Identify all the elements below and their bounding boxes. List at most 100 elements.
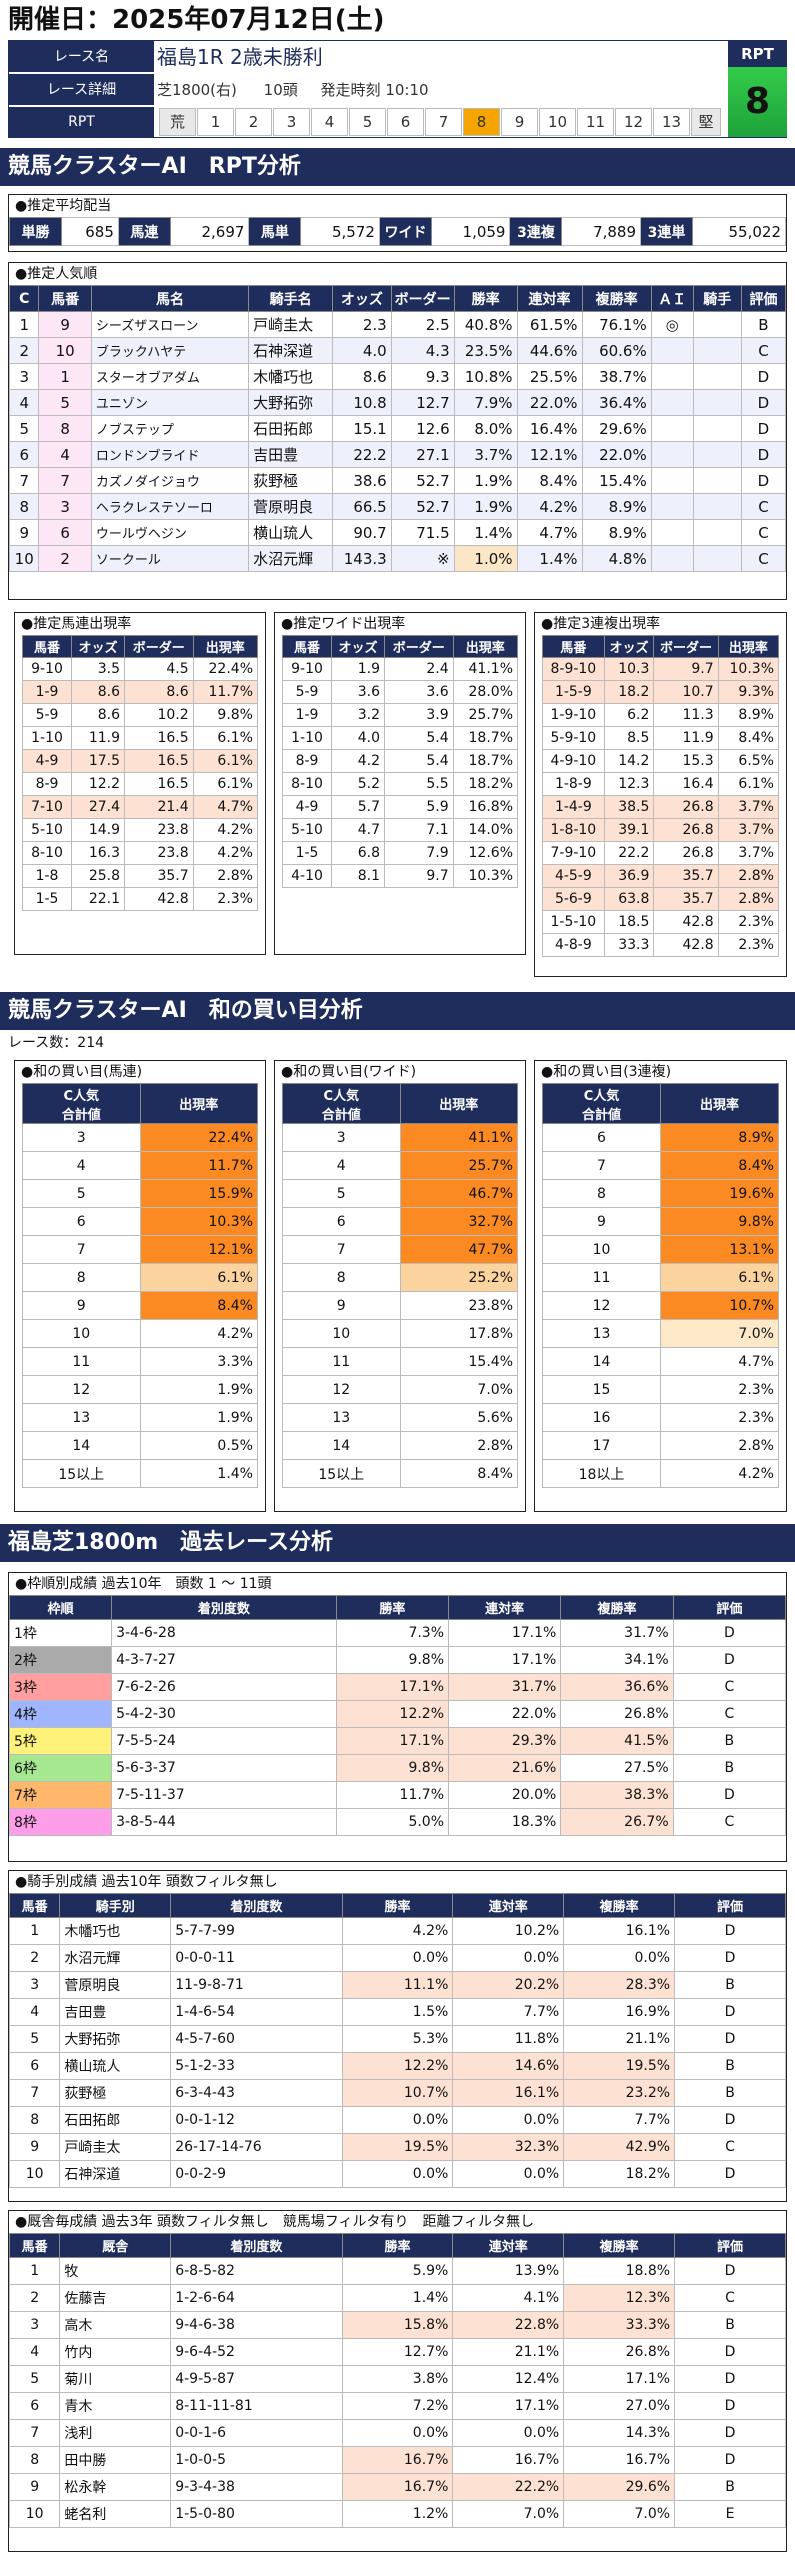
stable-cell: 松永幹 xyxy=(59,2473,172,2501)
jockey-row: 7 荻野極 6-3-4-43 10.7% 16.1% 23.2% B xyxy=(8,2079,786,2107)
jockey-cell: 0-0-1-12 xyxy=(170,2106,343,2134)
popularity-cell-name: ウールヴヘジン xyxy=(90,519,250,546)
jockey-cell: 19.5% xyxy=(341,2133,454,2161)
jockey-cell: B xyxy=(674,2079,786,2107)
wa_umaren-row: 6 10.3% xyxy=(22,1207,258,1236)
waku-header: 評価 xyxy=(672,1595,787,1620)
jockey-cell: 1.5% xyxy=(341,1998,454,2026)
waku-cell: 22.0% xyxy=(448,1700,562,1728)
wa_sanren-row: 15 2.3% xyxy=(542,1375,779,1404)
jockey-cell: 6 xyxy=(8,2052,61,2080)
popularity-cell-odds: 66.5 xyxy=(332,493,392,520)
popularity-cell-ren: 22.0% xyxy=(516,389,583,416)
wide-row: 1-9 3.2 3.9 25.7% xyxy=(281,703,519,727)
rpt-scale-cell: 2 xyxy=(235,108,272,136)
jockey-cell: D xyxy=(674,2160,786,2188)
wide-row: 8-9 4.2 5.4 18.7% xyxy=(281,749,519,773)
wide-row: 4-10 8.1 9.7 10.3% xyxy=(281,864,519,888)
popularity-cell-c: 1 xyxy=(8,311,40,338)
jockey-row: 2 水沼元輝 0-0-0-11 0.0% 0.0% 0.0% D xyxy=(8,1944,786,1972)
wa_wide-rate: 47.7% xyxy=(399,1235,518,1264)
race-detail: 芝1800(右) 10頭 発走時刻 10:10 xyxy=(157,74,429,106)
wa_umaren-sum: 4 xyxy=(22,1151,141,1180)
wa_umaren-sum: 6 xyxy=(22,1207,141,1236)
wide-cell: 9.7 xyxy=(384,864,454,888)
wa_sanren-rate: 2.3% xyxy=(660,1403,779,1432)
wa_wide-row: 6 32.7% xyxy=(282,1207,518,1236)
popularity-cell-num: 1 xyxy=(38,363,92,390)
wa_umaren-header-line2: 合計値 xyxy=(61,1107,101,1123)
waku-header: 複勝率 xyxy=(560,1595,674,1620)
wide-cell: 1-9 xyxy=(281,703,333,727)
popularity-cell-fuku: 8.9% xyxy=(581,493,652,520)
jockey-cell: 7.7% xyxy=(563,2106,676,2134)
wide-cell: 8.1 xyxy=(331,864,386,888)
jockey-cell: 1 xyxy=(8,1917,61,1945)
wa_sanren-sum: 11 xyxy=(542,1263,661,1292)
wide-row: 5-10 4.7 7.1 14.0% xyxy=(281,818,519,842)
stable-cell: 9-6-4-52 xyxy=(170,2338,343,2366)
popularity-cell-win: 10.8% xyxy=(453,363,518,390)
popularity-cell-kishu xyxy=(692,389,742,416)
sanren-cell: 4-9-10 xyxy=(542,749,605,773)
wa_wide-rate: 15.4% xyxy=(399,1347,518,1376)
popularity-cell-num: 9 xyxy=(38,311,92,338)
popularity-cell-fuku: 22.0% xyxy=(581,441,652,468)
popularity-row: 3 1 スターオブアダム 木幡巧也 8.6 9.3 10.8% 25.5% 38.7% D xyxy=(8,363,787,390)
sanren-cell: 8.5 xyxy=(603,726,655,750)
popularity-cell-jockey: 水沼元輝 xyxy=(248,545,334,572)
umaren-cell: 14.9 xyxy=(71,818,126,842)
jockey-cell: 18.2% xyxy=(563,2160,676,2188)
popularity-cell-name: ソークール xyxy=(90,545,250,572)
payout-label: 単勝 xyxy=(9,217,62,246)
sanren-cell: 39.1 xyxy=(603,818,655,842)
popularity-cell-eval: D xyxy=(740,363,787,390)
popularity-cell-win: 40.8% xyxy=(453,311,518,338)
race-start-time: 発走時刻 10:10 xyxy=(320,81,429,99)
stable-cell: 15.8% xyxy=(341,2311,454,2339)
popularity-cell-c: 10 xyxy=(8,545,40,572)
payout-value: 55,022 xyxy=(692,217,786,246)
stable-cell: 12.3% xyxy=(563,2284,676,2312)
stable-cell: 牧 xyxy=(59,2257,172,2285)
stable-row: 4 竹内 9-6-4-52 12.7% 21.1% 26.8% D xyxy=(8,2338,786,2366)
sanren-cell: 9.3% xyxy=(717,680,780,704)
race-count: レース数：214 xyxy=(8,1035,105,1051)
sanren-cell: 6.1% xyxy=(717,772,780,796)
wa_sanren-rate: 8.4% xyxy=(660,1151,779,1180)
stable-cell: 0.0% xyxy=(341,2419,454,2447)
popularity-cell-ren: 1.4% xyxy=(516,545,583,572)
popularity-cell-kishu xyxy=(692,545,742,572)
stable-cell: 17.1% xyxy=(563,2365,676,2393)
wa_wide-rate: 41.1% xyxy=(399,1123,518,1152)
umaren-header: ボーダー xyxy=(124,635,194,658)
payout-value: 2,697 xyxy=(169,217,250,246)
sanren-cell: 2.8% xyxy=(717,864,780,888)
umaren-row: 5-10 14.9 23.8 4.2% xyxy=(21,818,259,842)
popularity-cell-eval: B xyxy=(740,311,787,338)
stable-row: 9 松永幹 9-3-4-38 16.7% 22.2% 29.6% B xyxy=(8,2473,786,2501)
wide-cell: 18.7% xyxy=(452,749,519,773)
wa_umaren-row: 3 22.4% xyxy=(22,1123,258,1152)
stable-header: 勝率 xyxy=(341,2233,454,2258)
waku-cell: 7-5-11-37 xyxy=(111,1781,337,1809)
waku-cell: 8枠 xyxy=(8,1808,113,1836)
wide-cell: 3.6 xyxy=(331,680,386,704)
jockey-cell: 20.2% xyxy=(452,1971,565,1999)
wa_wide-sum: 13 xyxy=(282,1403,401,1432)
wide-cell: 8-9 xyxy=(281,749,333,773)
wa_umaren-rate: 10.3% xyxy=(139,1207,258,1236)
stable-row: 10 蛯名利 1-5-0-80 1.2% 7.0% 7.0% E xyxy=(8,2500,786,2528)
sanren-cell: 35.7 xyxy=(653,887,719,911)
sanren-cell: 5-9-10 xyxy=(542,726,605,750)
waku-cell: B xyxy=(672,1754,787,1782)
popularity-cell-num: 7 xyxy=(38,467,92,494)
wa_wide-sum: 4 xyxy=(282,1151,401,1180)
umaren-row: 4-9 17.5 16.5 6.1% xyxy=(21,749,259,773)
stable-cell: 33.3% xyxy=(563,2311,676,2339)
popularity-cell-c: 8 xyxy=(8,493,40,520)
stable-cell: 8 xyxy=(8,2446,61,2474)
wide-cell: 5.4 xyxy=(384,749,454,773)
sanren-cell: 10.3 xyxy=(603,657,655,681)
sanren-header: ボーダー xyxy=(653,635,719,658)
